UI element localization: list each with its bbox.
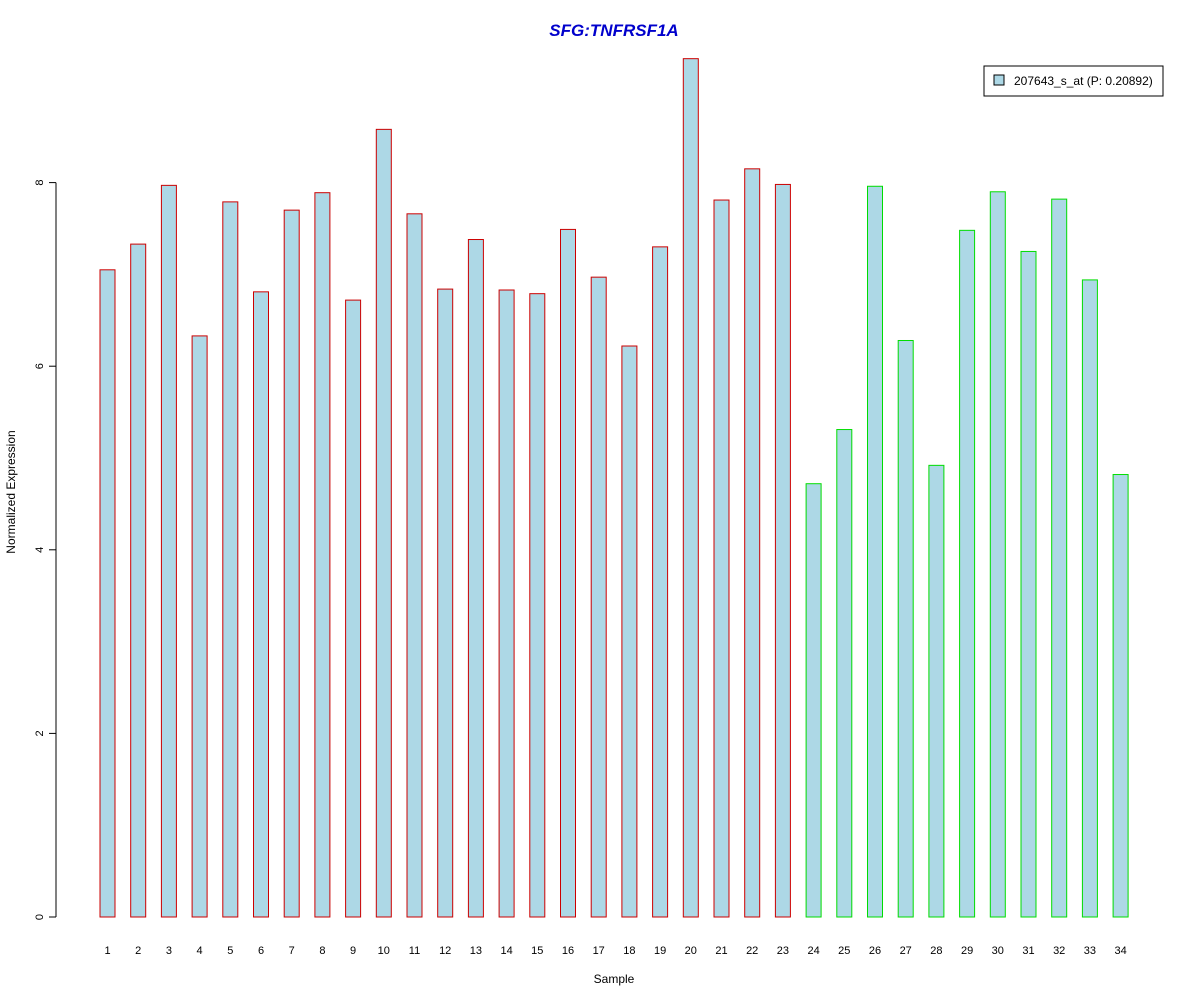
x-tick-label: 26: [869, 945, 881, 957]
x-tick-label: 24: [807, 945, 819, 957]
bar-sample-24: [805, 483, 822, 918]
x-tick-label: 16: [562, 945, 574, 957]
bar-sample-34: [1112, 474, 1129, 918]
x-tick-label: 22: [746, 945, 758, 957]
x-axis-title: Sample: [594, 972, 635, 986]
bar-sample-5: [222, 201, 239, 918]
bar-sample-20: [682, 58, 699, 918]
legend-label: 207643_s_at (P: 0.20892): [1014, 74, 1153, 88]
bar-sample-11: [406, 213, 423, 918]
x-tick-label: 9: [350, 945, 356, 957]
x-tick-label: 34: [1114, 945, 1126, 957]
x-tick-label: 17: [593, 945, 605, 957]
x-tick-label: 7: [289, 945, 295, 957]
x-tick-label: 25: [838, 945, 850, 957]
x-tick-label: 18: [623, 945, 635, 957]
bar-sample-33: [1081, 279, 1098, 918]
x-tick-label: 31: [1022, 945, 1034, 957]
bar-sample-13: [467, 239, 484, 918]
x-tick-labels: 1 2 3 4 5 6 7 8 9 10 11 12 13 14 15 16 17 18 19 20 21 22 23 24 2…: [104, 945, 1126, 957]
bar-sample-27: [897, 339, 914, 918]
bar-sample-19: [652, 246, 669, 918]
x-tick-label: 13: [470, 945, 482, 957]
bar-sample-4: [191, 335, 208, 918]
y-axis-title: Normalized Expression: [4, 430, 18, 553]
x-tick-label: 27: [900, 945, 912, 957]
bar-sample-22: [744, 168, 761, 918]
y-axis: 0 2 4 6 8: [34, 180, 57, 920]
bar-sample-7: [283, 209, 300, 918]
bar-sample-32: [1051, 198, 1068, 918]
bar-sample-29: [959, 229, 976, 918]
x-tick-label: 29: [961, 945, 973, 957]
x-tick-label: 33: [1084, 945, 1096, 957]
x-tick-label: 4: [197, 945, 203, 957]
x-tick-label: 6: [258, 945, 264, 957]
x-tick-label: 5: [227, 945, 233, 957]
bar-sample-31: [1020, 250, 1037, 918]
x-tick-label: 32: [1053, 945, 1065, 957]
y-tick-label: 6: [34, 363, 46, 369]
y-tick-label: 8: [34, 180, 46, 186]
y-tick-label: 2: [34, 730, 46, 736]
bars-group: [99, 58, 1129, 918]
bar-sample-15: [529, 293, 546, 918]
x-tick-label: 11: [409, 945, 420, 957]
legend: 207643_s_at (P: 0.20892): [983, 65, 1164, 97]
bar-sample-9: [345, 299, 362, 918]
y-tick-label: 4: [34, 547, 46, 553]
bar-sample-6: [253, 291, 269, 918]
x-tick-label: 8: [319, 945, 325, 957]
x-tick-label: 12: [439, 945, 451, 957]
bar-sample-17: [590, 276, 607, 918]
bar-sample-14: [498, 289, 515, 918]
x-tick-label: 28: [930, 945, 942, 957]
bar-sample-21: [713, 199, 730, 918]
bar-sample-28: [928, 464, 945, 918]
bar-sample-18: [621, 345, 638, 918]
x-tick-label: 20: [685, 945, 697, 957]
x-tick-label: 21: [715, 945, 727, 957]
bar-sample-23: [774, 183, 791, 918]
y-tick-label: 0: [34, 914, 46, 920]
bar-sample-16: [560, 228, 576, 918]
legend-box: [983, 65, 1164, 97]
legend-swatch: [993, 74, 1005, 86]
x-tick-label: 3: [166, 945, 172, 957]
x-tick-label: 19: [654, 945, 666, 957]
bar-sample-2: [130, 243, 147, 918]
x-tick-label: 14: [500, 945, 512, 957]
x-tick-label: 30: [992, 945, 1004, 957]
chart-title: SFG:TNFRSF1A: [549, 21, 678, 40]
x-tick-label: 1: [104, 945, 110, 957]
x-tick-label: 15: [531, 945, 543, 957]
bar-sample-8: [314, 192, 331, 918]
bar-sample-1: [99, 269, 116, 918]
bar-sample-12: [437, 288, 454, 918]
x-tick-label: 2: [135, 945, 141, 957]
bar-sample-10: [375, 128, 392, 918]
bar-sample-25: [836, 429, 853, 918]
bar-sample-30: [989, 191, 1006, 918]
bar-sample-3: [160, 184, 177, 918]
x-tick-label: 23: [777, 945, 789, 957]
bar-sample-26: [867, 185, 883, 918]
x-tick-label: 10: [378, 945, 390, 957]
